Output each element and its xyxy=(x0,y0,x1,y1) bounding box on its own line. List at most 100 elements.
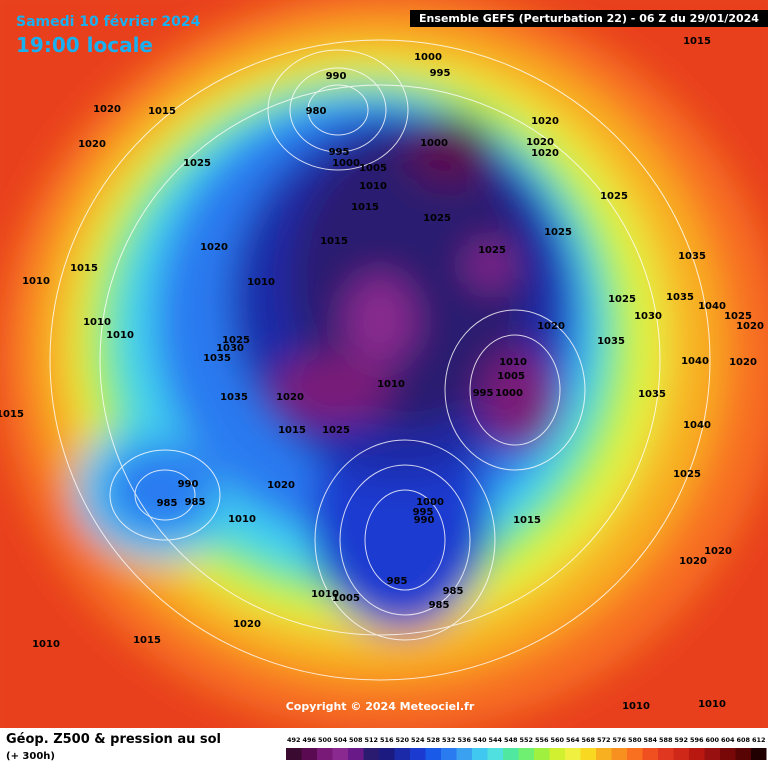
isobar-label: 990 xyxy=(326,71,347,82)
isobar-label: 995 xyxy=(413,507,434,518)
colorbar-swatch xyxy=(317,748,333,760)
colorbar-swatch xyxy=(611,748,627,760)
isobar-label: 995 xyxy=(430,68,451,79)
isobar-lines xyxy=(49,39,711,681)
colorbar-label: 560 xyxy=(550,736,564,744)
local-time: 19:00 locale xyxy=(16,33,153,57)
run-banner xyxy=(410,10,768,27)
colorbar-label: 580 xyxy=(628,736,642,744)
isobar-label: 1025 xyxy=(544,227,572,238)
colorbar-swatch xyxy=(689,748,705,760)
isobar-label: 980 xyxy=(306,106,327,117)
colorbar-swatch xyxy=(642,748,658,760)
colorbar-swatch xyxy=(627,748,643,760)
run-info: Ensemble GEFS (Perturbation 22) - 06 Z d… xyxy=(419,12,759,25)
isobar-label: 1025 xyxy=(724,311,752,322)
colorbar-label: 492 xyxy=(287,736,301,744)
isobar-label: 995 xyxy=(329,147,350,158)
colorbar-swatch xyxy=(596,748,612,760)
colorbar-swatch xyxy=(456,748,472,760)
isobar-label: 1020 xyxy=(704,546,732,557)
isobar-label: 1035 xyxy=(220,392,248,403)
colorbar-label: 568 xyxy=(581,736,595,744)
isobar-label: 1040 xyxy=(698,301,726,312)
colorbar-label: 604 xyxy=(721,736,735,744)
colorbar-label: 496 xyxy=(302,736,316,744)
colorbar-label: 556 xyxy=(535,736,549,744)
copyright: Copyright © 2024 Meteociel.fr xyxy=(286,700,475,713)
isobar-label: 1025 xyxy=(608,294,636,305)
colorbar-label: 608 xyxy=(736,736,750,744)
colorbar-swatch xyxy=(580,748,596,760)
isobar-label: 1000 xyxy=(332,158,360,169)
isobar-label: 990 xyxy=(414,515,435,526)
isobar-label: 1025 xyxy=(423,213,451,224)
isobar-label: 1000 xyxy=(495,388,523,399)
isobar-label: 1035 xyxy=(203,353,231,364)
colorbar-label: 540 xyxy=(473,736,487,744)
date: Samedi 10 février 2024 xyxy=(16,14,201,30)
colorbar-label: 596 xyxy=(690,736,704,744)
colorbar-swatch xyxy=(379,748,395,760)
footer-lead: (+ 300h) xyxy=(6,751,55,762)
isobar-label: 1015 xyxy=(320,236,348,247)
isobar-label: 990 xyxy=(178,479,199,490)
colorbar: 492 496 500 504 508 512 516 520 524 528 532 536 540 5… xyxy=(286,736,767,760)
colorbar-swatch xyxy=(534,748,550,760)
colorbar-label: 552 xyxy=(519,736,533,744)
colorbar-swatch xyxy=(549,748,565,760)
isobar-label: 1010 xyxy=(106,330,134,341)
isobar-label: 1005 xyxy=(332,593,360,604)
isobar-label: 1020 xyxy=(531,116,559,127)
isobar-label: 1020 xyxy=(267,480,295,491)
isobar-label: 1010 xyxy=(32,639,60,650)
isobar-label: 1010 xyxy=(228,514,256,525)
isobar-label: 1010 xyxy=(499,357,527,368)
isobar-label: 1005 xyxy=(497,371,525,382)
colorbar-swatch xyxy=(410,748,426,760)
colorbar-label: 536 xyxy=(457,736,471,744)
isobar-label: 1020 xyxy=(736,321,764,332)
isobar-label: 1010 xyxy=(359,181,387,192)
colorbar-swatch xyxy=(720,748,736,760)
isobar-label: 1015 xyxy=(148,106,176,117)
isobar-label: 1020 xyxy=(200,242,228,253)
colorbar-swatch xyxy=(472,748,488,760)
isobar-label: 1020 xyxy=(276,392,304,403)
isobar-label: 985 xyxy=(157,498,178,509)
isobar-label: 1015 xyxy=(0,409,24,420)
isobar-label: 985 xyxy=(387,576,408,587)
colorbar-label: 504 xyxy=(333,736,347,744)
isobar-label: 1040 xyxy=(683,420,711,431)
isobar-label: 1025 xyxy=(673,469,701,480)
isobar-label: 1020 xyxy=(531,148,559,159)
isobar-label: 1010 xyxy=(22,276,50,287)
isobar-label: 1020 xyxy=(233,619,261,630)
isobar-label: 1020 xyxy=(729,357,757,368)
isobar-label: 1010 xyxy=(377,379,405,390)
isobar-label: 1030 xyxy=(634,311,662,322)
colorbar-swatch xyxy=(286,748,302,760)
isobar-label: 1025 xyxy=(478,245,506,256)
isobar-label: 1010 xyxy=(698,699,726,710)
colorbar-swatch xyxy=(565,748,581,760)
colorbar-swatch xyxy=(425,748,441,760)
isobar-label: 985 xyxy=(443,586,464,597)
colorbar-swatch xyxy=(363,748,379,760)
colorbar-label: 544 xyxy=(488,736,502,744)
isobar-label: 1005 xyxy=(359,163,387,174)
isobar-label: 1025 xyxy=(183,158,211,169)
colorbar-label: 588 xyxy=(659,736,673,744)
isobar-label: 1035 xyxy=(597,336,625,347)
isobar-label: 1010 xyxy=(247,277,275,288)
isobar-label: 1020 xyxy=(526,137,554,148)
colorbar-swatch xyxy=(332,748,348,760)
isobar-label: 1010 xyxy=(622,701,650,712)
colorbar-swatch xyxy=(735,748,751,760)
colorbar-swatch xyxy=(518,748,534,760)
colorbar-label: 520 xyxy=(395,736,409,744)
colorbar-swatch xyxy=(658,748,674,760)
isobar-label: 1015 xyxy=(683,36,711,47)
